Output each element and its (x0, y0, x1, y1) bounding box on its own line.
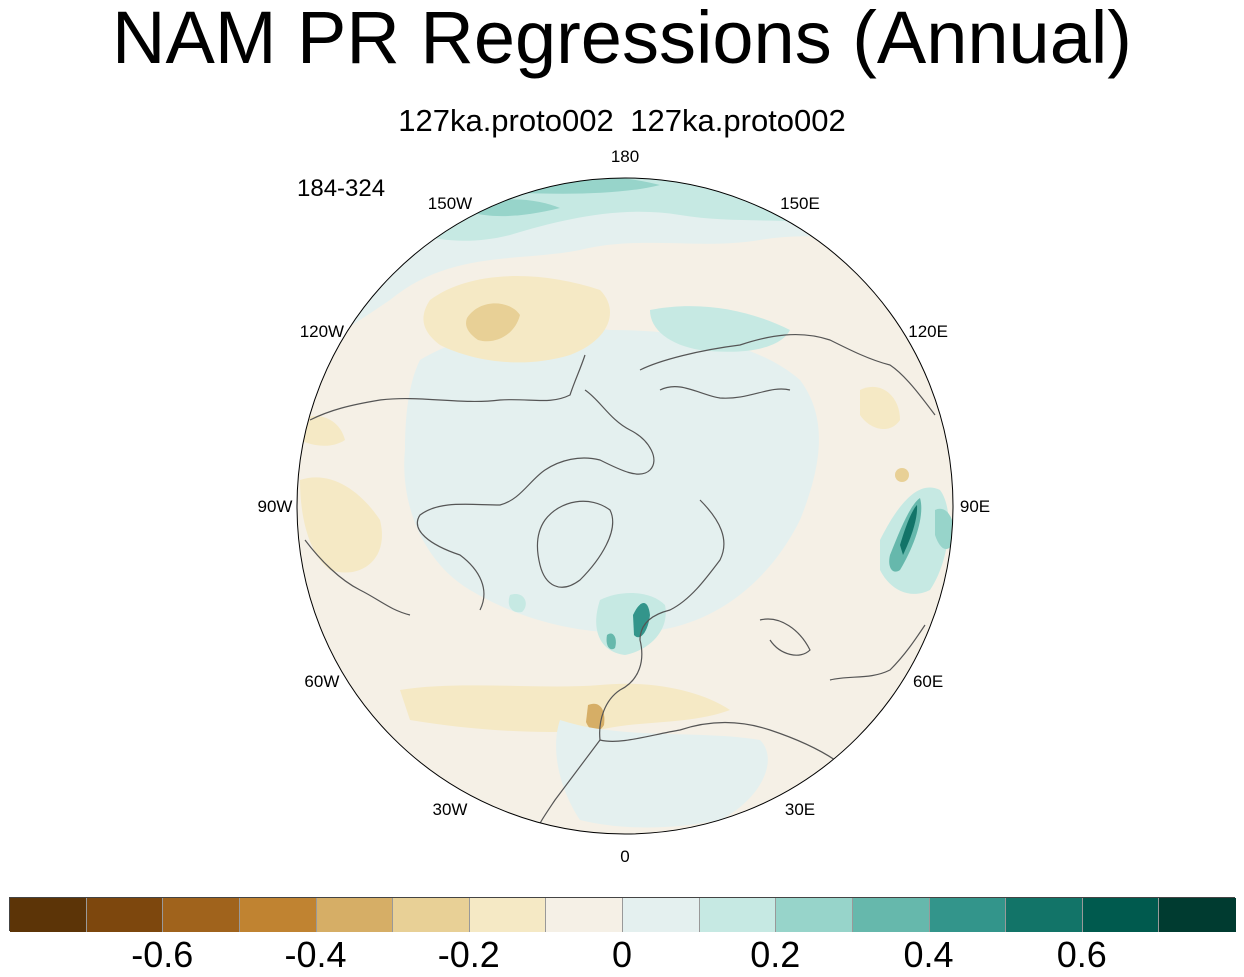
colorbar-box (929, 898, 1007, 932)
colorbar-tick-label: -0.6 (131, 934, 194, 975)
colorbar-tick-label: -0.4 (284, 934, 347, 975)
colorbar-tick-label: 0.6 (1056, 934, 1107, 975)
longitude-label: 150E (780, 194, 820, 213)
longitude-label: 60W (304, 672, 339, 691)
colorbar-box (163, 898, 240, 932)
colorbar-box (1082, 898, 1160, 932)
longitude-label: 90W (258, 497, 293, 516)
colorbar-box (469, 898, 547, 932)
colorbar-box (10, 898, 87, 932)
colorbar-box (316, 898, 394, 932)
colorbar-box (86, 898, 164, 932)
colorbar-box (852, 898, 930, 932)
colorbar-box (1006, 898, 1083, 932)
colorbar (9, 897, 1236, 932)
longitude-label: 60E (913, 672, 943, 691)
chart-title: NAM PR Regressions (Annual) (112, 0, 1132, 79)
colorbar-box (239, 898, 317, 932)
colorbar-tick-label: 0.4 (903, 934, 954, 975)
colorbar-box (546, 898, 623, 932)
colorbar-tick-label: 0.2 (750, 934, 801, 975)
polar-map: 180 150E 120E 90E 60E 30E 0 30W 60W 90W 120W 150W (258, 147, 991, 866)
colorbar-box (776, 898, 853, 932)
longitude-label: 0 (620, 847, 629, 866)
longitude-label: 150W (428, 194, 472, 213)
colorbar-box (623, 898, 700, 932)
colorbar-box (393, 898, 470, 932)
period-label: 184-324 (297, 175, 386, 202)
chart-subtitle: 127ka.proto002 127ka.proto002 (398, 103, 846, 138)
longitude-label: 120W (300, 322, 344, 341)
colorbar-box (1159, 898, 1236, 932)
longitude-label: 30E (785, 800, 815, 819)
map-boundary (296, 177, 954, 835)
colorbar-tick-label: 0 (611, 934, 633, 975)
longitude-labels: 180 150E 120E 90E 60E 30E 0 30W 60W 90W 120W 150W (258, 147, 991, 866)
longitude-label: 120E (908, 322, 948, 341)
longitude-label: 180 (611, 147, 639, 166)
colorbar-box (699, 898, 777, 932)
longitude-label: 90E (960, 497, 990, 516)
colorbar-tick-label: -0.2 (437, 934, 500, 975)
longitude-label: 30W (433, 800, 468, 819)
